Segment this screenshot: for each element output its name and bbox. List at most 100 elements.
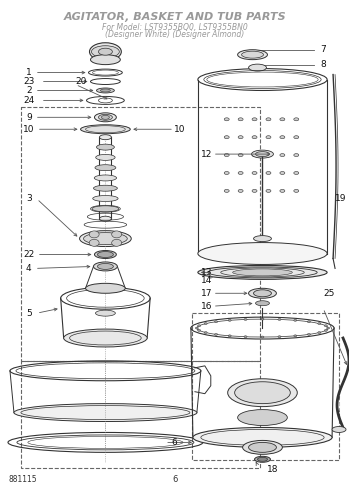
Text: AGITATOR, BASKET AND TUB PARTS: AGITATOR, BASKET AND TUB PARTS xyxy=(64,12,286,22)
Ellipse shape xyxy=(241,51,264,58)
Ellipse shape xyxy=(238,154,243,156)
Ellipse shape xyxy=(215,321,218,323)
Bar xyxy=(192,313,339,460)
Ellipse shape xyxy=(90,43,121,61)
Ellipse shape xyxy=(238,410,287,426)
Ellipse shape xyxy=(198,265,327,279)
Ellipse shape xyxy=(266,136,271,139)
Text: 13: 13 xyxy=(201,268,212,277)
Ellipse shape xyxy=(294,335,297,337)
Ellipse shape xyxy=(252,190,257,192)
Ellipse shape xyxy=(278,318,281,320)
Ellipse shape xyxy=(228,335,231,337)
Ellipse shape xyxy=(198,243,327,264)
Ellipse shape xyxy=(307,333,310,335)
Text: (Designer White) (Designer Almond): (Designer White) (Designer Almond) xyxy=(105,30,245,39)
Ellipse shape xyxy=(89,231,99,238)
Ellipse shape xyxy=(204,323,207,325)
Ellipse shape xyxy=(100,89,110,92)
Ellipse shape xyxy=(85,283,125,293)
Ellipse shape xyxy=(278,336,281,338)
Ellipse shape xyxy=(198,325,201,327)
Ellipse shape xyxy=(256,152,270,156)
Text: 18: 18 xyxy=(267,465,278,474)
Ellipse shape xyxy=(80,125,130,134)
Ellipse shape xyxy=(266,190,271,192)
Bar xyxy=(21,107,259,361)
Ellipse shape xyxy=(79,231,131,246)
Ellipse shape xyxy=(224,136,229,139)
Ellipse shape xyxy=(252,150,273,158)
Ellipse shape xyxy=(324,330,327,331)
Text: 14: 14 xyxy=(201,276,212,285)
Ellipse shape xyxy=(294,190,299,192)
Ellipse shape xyxy=(97,252,113,258)
Ellipse shape xyxy=(266,172,271,174)
Ellipse shape xyxy=(94,175,117,181)
Ellipse shape xyxy=(92,206,119,212)
Ellipse shape xyxy=(280,172,285,174)
Ellipse shape xyxy=(261,336,264,338)
Ellipse shape xyxy=(253,290,272,297)
Ellipse shape xyxy=(327,327,330,329)
Ellipse shape xyxy=(233,269,292,276)
Ellipse shape xyxy=(64,329,147,347)
Ellipse shape xyxy=(307,321,310,323)
Text: 6: 6 xyxy=(171,438,177,447)
Ellipse shape xyxy=(224,172,229,174)
Text: 16: 16 xyxy=(201,302,212,311)
Ellipse shape xyxy=(238,190,243,192)
Ellipse shape xyxy=(224,118,229,121)
Ellipse shape xyxy=(112,239,122,246)
Ellipse shape xyxy=(195,327,198,329)
Ellipse shape xyxy=(244,336,247,338)
Text: 24: 24 xyxy=(23,96,35,105)
Ellipse shape xyxy=(253,236,272,242)
Ellipse shape xyxy=(261,318,264,320)
Ellipse shape xyxy=(294,154,299,156)
Ellipse shape xyxy=(238,136,243,139)
Ellipse shape xyxy=(252,136,257,139)
Ellipse shape xyxy=(97,88,114,93)
Ellipse shape xyxy=(252,172,257,174)
Text: 23: 23 xyxy=(23,77,35,86)
Ellipse shape xyxy=(258,457,267,461)
Text: 2: 2 xyxy=(26,86,32,95)
Ellipse shape xyxy=(98,48,112,55)
Ellipse shape xyxy=(198,330,201,331)
Text: 12: 12 xyxy=(201,150,212,158)
Ellipse shape xyxy=(96,310,116,316)
Ellipse shape xyxy=(215,333,218,335)
Ellipse shape xyxy=(112,231,122,238)
Text: 8: 8 xyxy=(320,60,326,69)
Ellipse shape xyxy=(254,456,271,462)
Text: 10: 10 xyxy=(23,125,35,134)
Ellipse shape xyxy=(91,55,120,65)
Ellipse shape xyxy=(93,195,118,202)
Ellipse shape xyxy=(228,319,231,321)
Ellipse shape xyxy=(97,144,114,150)
Ellipse shape xyxy=(294,319,297,321)
Text: 17: 17 xyxy=(201,289,212,298)
Ellipse shape xyxy=(99,135,111,139)
Ellipse shape xyxy=(89,239,99,246)
Text: 4: 4 xyxy=(26,264,32,273)
Ellipse shape xyxy=(280,118,285,121)
Ellipse shape xyxy=(332,427,346,433)
Text: 22: 22 xyxy=(23,250,35,259)
Ellipse shape xyxy=(97,263,113,269)
Text: 9: 9 xyxy=(26,113,32,122)
Text: 3: 3 xyxy=(26,194,32,203)
Ellipse shape xyxy=(238,172,243,174)
Ellipse shape xyxy=(244,318,247,320)
Text: 6: 6 xyxy=(172,475,178,484)
Ellipse shape xyxy=(248,64,266,71)
Ellipse shape xyxy=(224,190,229,192)
Ellipse shape xyxy=(266,118,271,121)
Text: 1: 1 xyxy=(26,68,32,77)
Ellipse shape xyxy=(228,379,297,407)
Ellipse shape xyxy=(248,442,276,452)
Ellipse shape xyxy=(102,115,110,119)
Ellipse shape xyxy=(93,185,117,191)
Ellipse shape xyxy=(252,118,257,121)
